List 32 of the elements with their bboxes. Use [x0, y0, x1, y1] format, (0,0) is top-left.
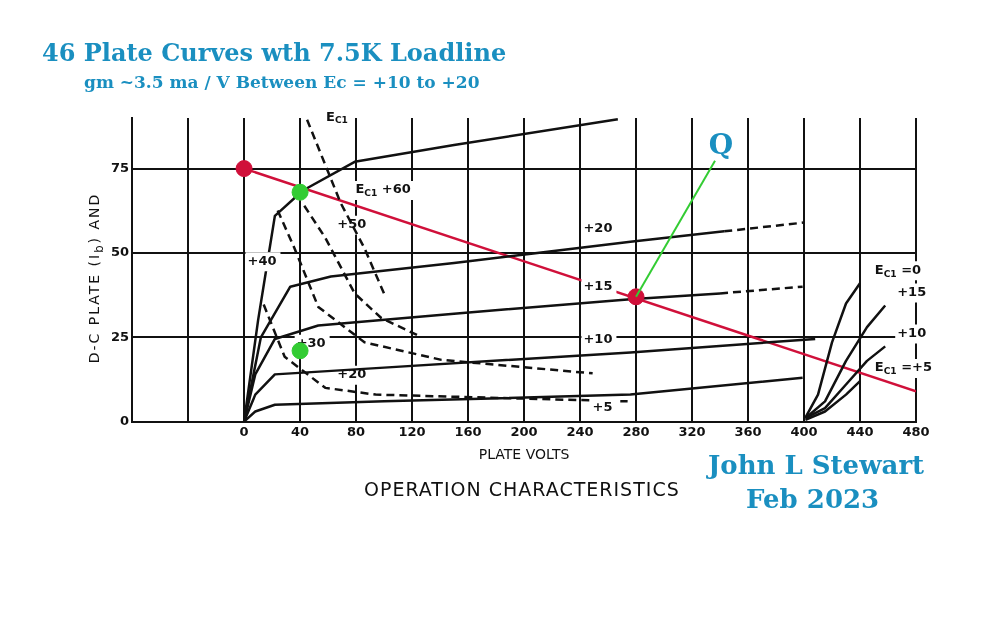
- x-tick-label: 160: [454, 423, 482, 439]
- x-tick-label: 0: [239, 423, 249, 439]
- x-tick-label: 240: [566, 423, 594, 439]
- x-tick-label: 400: [790, 423, 818, 439]
- y-tick-label: 0: [120, 412, 130, 428]
- x-tick-label: 40: [291, 423, 310, 439]
- annotation: +10: [897, 324, 927, 340]
- chart-subtitle: gm ~3.5 ma / V Between Ec = +10 to +20: [84, 72, 480, 92]
- annotation: +50: [337, 216, 367, 232]
- y-tick-label: 75: [111, 159, 130, 175]
- x-tick-label: 120: [398, 423, 426, 439]
- annotation: Q: [708, 128, 734, 162]
- annotation: +10: [583, 330, 613, 346]
- x-tick-label: 280: [622, 423, 650, 439]
- x-axis-title: PLATE VOLTS: [478, 446, 570, 463]
- annotation: +5: [592, 398, 613, 414]
- chart-title: 46 Plate Curves wth 7.5K Loadline: [42, 38, 507, 67]
- y-tick-label: 50: [111, 244, 130, 260]
- x-tick-label: 480: [902, 423, 930, 439]
- x-tick-label: 360: [734, 423, 762, 439]
- x-tick-label: 440: [846, 423, 874, 439]
- x-tick-label: 320: [678, 423, 706, 439]
- text: OPERATION CHARACTERISTICS: [364, 478, 680, 500]
- annotation: +15: [897, 283, 927, 299]
- x-tick-label: 80: [347, 423, 366, 439]
- y-tick-label: 25: [111, 328, 130, 344]
- annotation: +20: [583, 220, 613, 236]
- x-tick-label: 200: [510, 423, 538, 439]
- text: Feb 2023: [746, 484, 880, 514]
- text: John L Stewart: [708, 450, 925, 480]
- annotation: +15: [583, 277, 613, 293]
- annotation: +40: [247, 252, 277, 268]
